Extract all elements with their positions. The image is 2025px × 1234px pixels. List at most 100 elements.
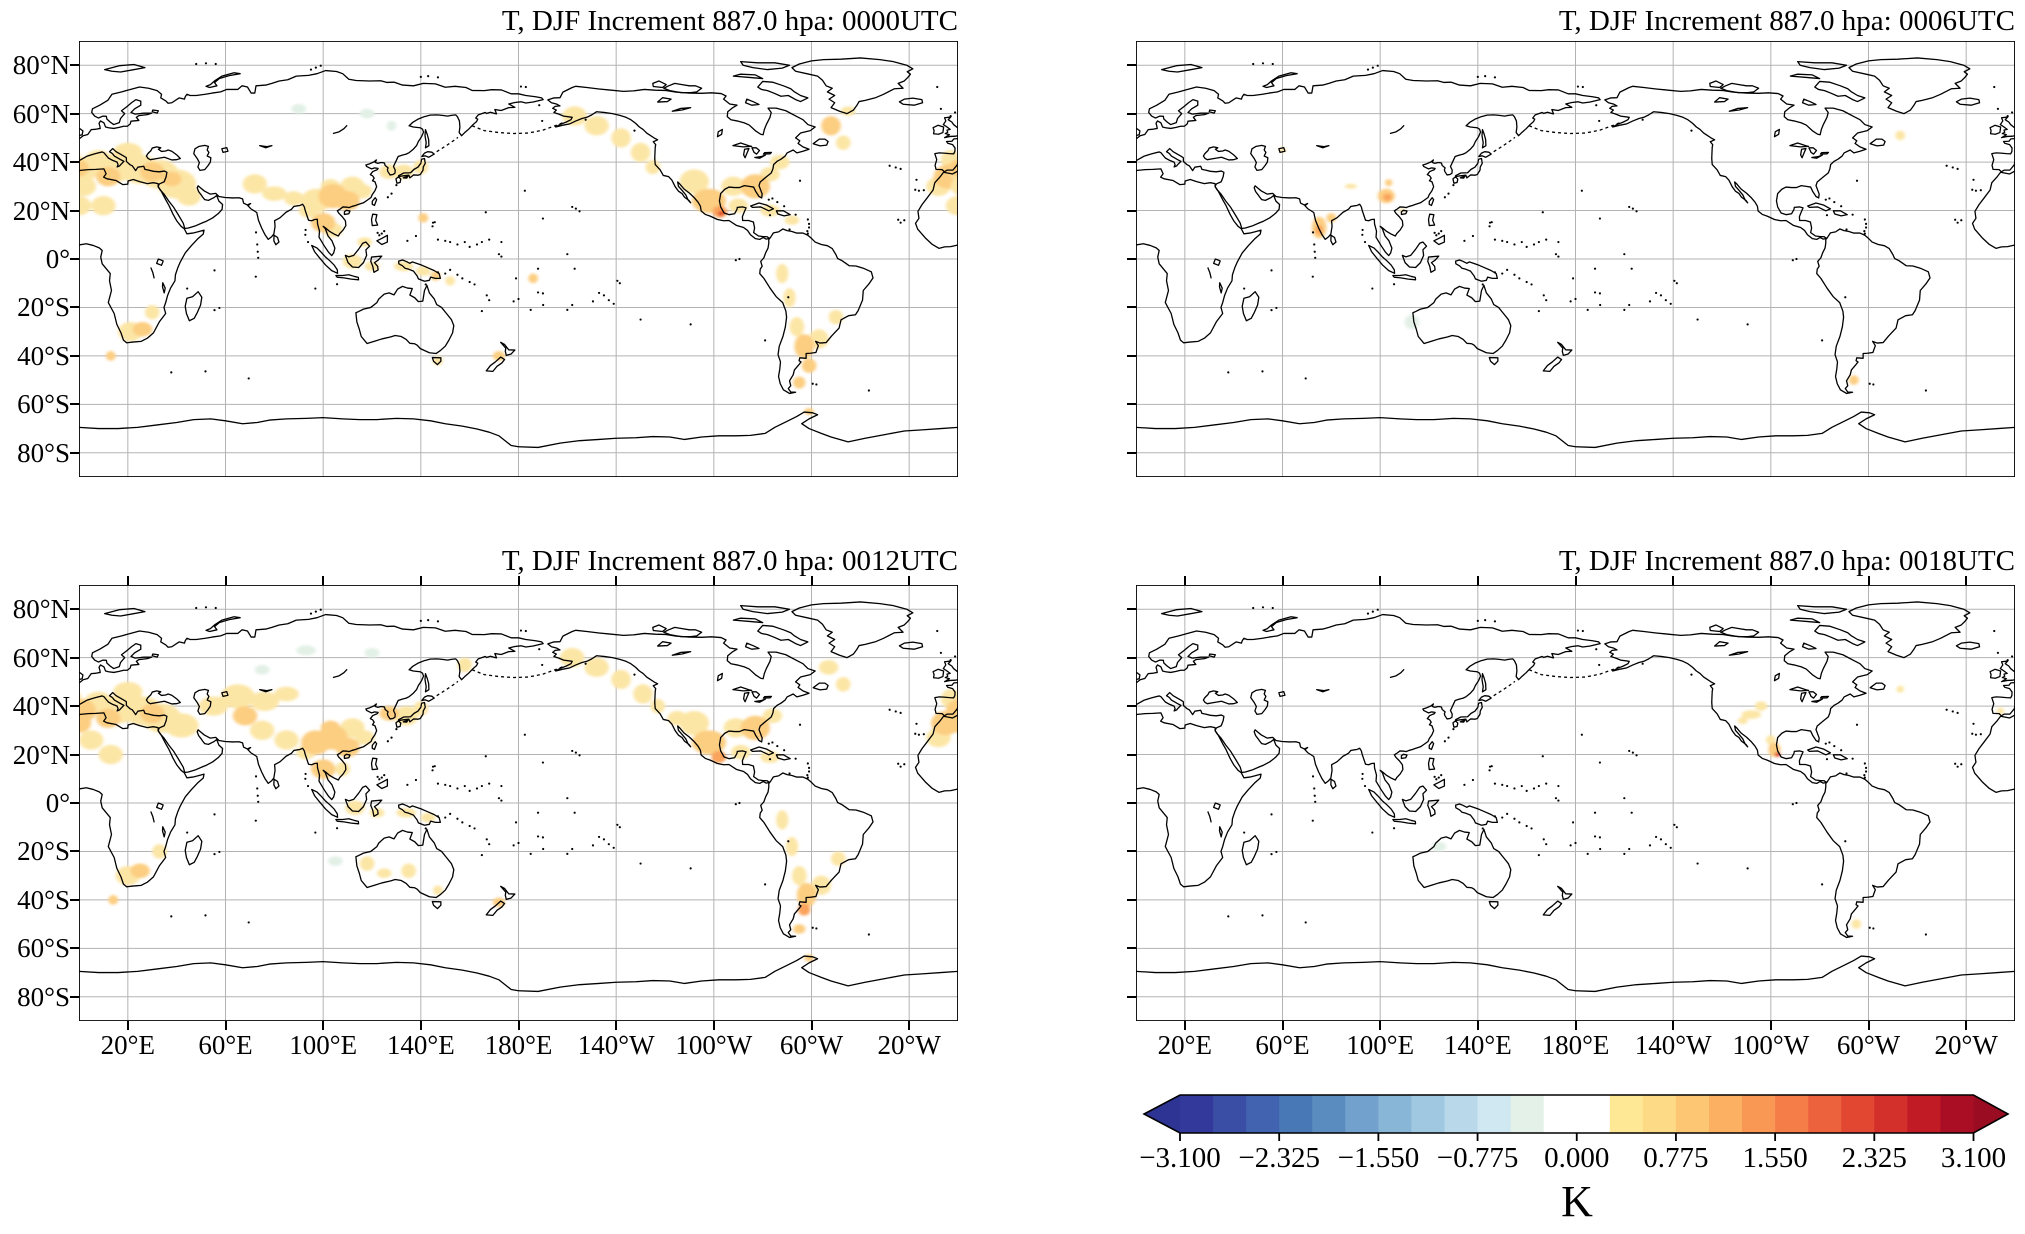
lat-tick [70,451,79,454]
lat-tick [1127,306,1136,309]
lat-tick-label: 80°S [17,981,70,1012]
lon-tick-label: 60°W [779,1030,844,1060]
lat-tick [70,802,79,804]
lon-tick [908,576,911,585]
coastlines [1136,602,1619,991]
lat-tick-label: 20°S [17,836,70,867]
lat-tick [1127,898,1136,901]
lon-tick [1281,1021,1284,1030]
lon-tick [615,576,618,585]
lon-tick [1476,576,1479,585]
coastlines [1136,58,1619,447]
lat-tick-label: 20°N [12,195,70,226]
lon-tick-label: 100°E [289,1030,358,1060]
lat-tick [70,995,79,998]
world-map-0018utc [1136,585,2015,1021]
lon-tick [1965,576,1968,585]
lon-tick [810,1021,813,1030]
lat-tick [1127,656,1136,659]
map-svg [79,585,958,1021]
lon-tick [1183,1021,1186,1030]
colorbar-tick-label: 1.550 [1742,1142,1808,1174]
lat-tick [70,161,79,164]
colorbar-svg [1142,1094,2010,1141]
coastlines [79,602,562,991]
coastlines [79,58,562,447]
lat-tick [70,608,79,611]
map-svg [79,41,958,477]
lon-tick [1379,1021,1382,1030]
lat-tick-label: 40°S [17,340,70,371]
lon-tick [1672,576,1675,585]
lon-tick [1476,1021,1479,1030]
lon-tick-label: 140°E [1443,1030,1512,1060]
lon-tick [322,1021,325,1030]
lon-tick-label: 60°E [198,1030,253,1060]
lat-tick-label: 80°S [17,437,70,468]
lon-tick [1183,576,1186,585]
lon-tick-label: 140°W [1634,1030,1712,1060]
lon-tick [224,576,227,585]
lon-tick-label: 60°W [1836,1030,1901,1060]
lat-tick [70,354,79,357]
lat-tick [1127,850,1136,853]
lon-tick [712,1021,715,1030]
lat-tick [70,258,79,260]
lat-tick [70,209,79,212]
island-dots [170,606,957,936]
island-dots [1227,606,2014,936]
panel-title-0000utc: T, DJF Increment 887.0 hpa: 0000UTC [501,5,958,37]
graticule [1136,41,2015,477]
lat-tick [1127,705,1136,708]
map-svg [1136,585,2015,1021]
lat-tick [70,947,79,950]
lat-tick [70,112,79,115]
lat-tick [1127,802,1136,804]
lat-tick [1127,995,1136,998]
lon-tick [224,1021,227,1030]
lat-tick [70,306,79,309]
lon-tick [810,576,813,585]
lat-tick-label: 60°S [17,933,70,964]
map-svg [1136,41,2015,477]
lon-tick-label: 180°E [1541,1030,1610,1060]
lat-tick-label: 20°S [17,292,70,323]
lon-tick-label: 100°E [1346,1030,1415,1060]
colorbar-tick-label: −3.100 [1139,1142,1221,1174]
lat-tick [1127,608,1136,611]
lat-tick [1127,258,1136,260]
lon-tick-label: 100°W [1732,1030,1810,1060]
lat-tick [1127,354,1136,357]
lon-tick-label: 20°W [1934,1030,1998,1060]
lon-tick [1769,576,1772,585]
lat-tick-label: 0° [45,244,70,274]
island-dots [170,62,957,392]
lat-tick-label: 80°N [12,50,70,81]
lat-tick [70,403,79,406]
colorbar [1136,1092,2014,1142]
graticule [79,41,958,477]
lat-tick-label: 80°N [12,594,70,625]
lon-tick [517,576,520,585]
island-dots [1227,62,2014,392]
lon-tick [1965,1021,1968,1030]
lon-tick [1574,576,1577,585]
colorbar-tick-label: 2.325 [1841,1142,1907,1174]
lat-tick [1127,112,1136,115]
lon-tick-label: 180°E [484,1030,553,1060]
graticule [1136,585,2015,1021]
lon-tick-label: 20°E [100,1030,155,1060]
panel-title-0006utc: T, DJF Increment 887.0 hpa: 0006UTC [1558,5,2015,37]
increment-field [1431,685,2005,929]
colorbar-tick-label: 0.775 [1643,1142,1709,1174]
lon-tick [419,1021,422,1030]
lat-tick-label: 40°N [12,691,70,722]
colorbar-units-label: K [1561,1177,1593,1226]
coastlines [519,602,959,991]
world-map-0006utc [1136,41,2015,477]
lon-tick [1281,576,1284,585]
lon-tick [1379,576,1382,585]
lon-tick [517,1021,520,1030]
lon-tick [419,576,422,585]
coastlines [1576,602,2016,991]
